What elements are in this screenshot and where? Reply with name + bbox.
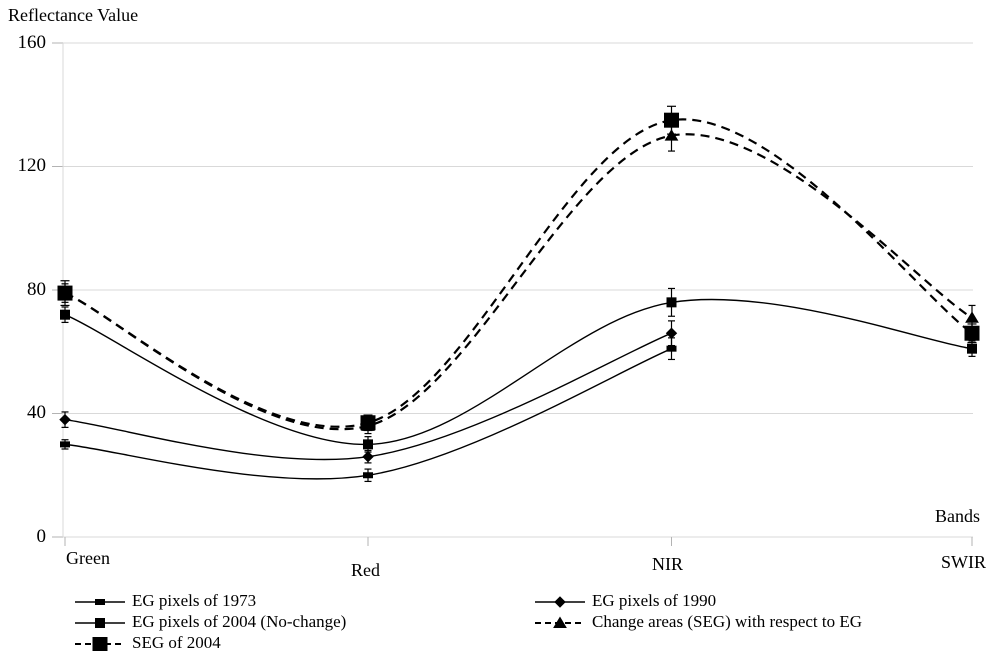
marker-dash-square: [666, 345, 677, 352]
marker-square: [95, 618, 105, 629]
series-2: [60, 287, 977, 453]
marker-diamond: [362, 451, 374, 463]
legend-item: SEG of 2004: [75, 633, 221, 653]
marker-square: [60, 309, 70, 320]
marker-square: [666, 297, 677, 308]
series-3: [58, 119, 979, 435]
y-tick-label: 0: [36, 526, 47, 547]
legend-label: SEG of 2004: [132, 633, 221, 652]
marker-dash-square: [363, 472, 373, 479]
legend-sample-line-icon: [535, 596, 585, 608]
series-line: [64, 118, 973, 428]
series-line: [64, 133, 973, 431]
marker-dash-square: [95, 599, 105, 606]
y-axis-title: Reflectance Value: [8, 5, 139, 25]
marker-triangle: [664, 129, 679, 141]
legend-item: EG pixels of 1973: [75, 591, 256, 611]
marker-diamond: [554, 596, 566, 608]
x-axis-title: Bands: [935, 506, 980, 526]
legend-sample-line-icon: [75, 618, 125, 629]
legend-item: Change areas (SEG) with respect to EG: [535, 612, 862, 632]
x-tick-label: NIR: [652, 554, 683, 574]
marker-large-square: [964, 325, 980, 341]
series-1: [59, 320, 678, 464]
marker-dash-square: [60, 441, 70, 448]
y-tick-label: 40: [27, 402, 46, 423]
series-4: [57, 105, 980, 432]
legend-label: EG pixels of 2004 (No-change): [132, 612, 347, 631]
x-tick-label: Green: [66, 548, 110, 568]
legend-item: EG pixels of 1990: [535, 591, 716, 611]
legend-sample-line-icon: [75, 636, 125, 652]
marker-square: [967, 343, 977, 354]
x-tick-label: Red: [351, 560, 380, 580]
marker-diamond: [59, 413, 71, 426]
marker-square: [363, 439, 373, 450]
marker-triangle: [965, 311, 979, 323]
series-line: [64, 298, 973, 446]
marker-large-square: [360, 415, 376, 431]
marker-large-square: [664, 112, 679, 128]
legend-label: Change areas (SEG) with respect to EG: [592, 612, 863, 631]
legend-label: EG pixels of 1973: [132, 591, 257, 610]
legend-label: EG pixels of 1990: [592, 591, 717, 610]
marker-triangle: [553, 616, 567, 629]
marker-large-square: [57, 285, 73, 301]
y-tick-label: 120: [17, 155, 47, 176]
legend-sample-line-icon: [75, 599, 125, 606]
x-tick-label: SWIR: [941, 552, 986, 572]
marker-large-square: [92, 636, 108, 652]
legend-item: EG pixels of 2004 (No-change): [75, 612, 346, 632]
legend-sample-line-icon: [535, 616, 585, 629]
marker-diamond: [665, 327, 678, 339]
y-tick-label: 160: [17, 32, 47, 53]
y-tick-label: 80: [27, 279, 46, 300]
series-0: [60, 337, 677, 483]
